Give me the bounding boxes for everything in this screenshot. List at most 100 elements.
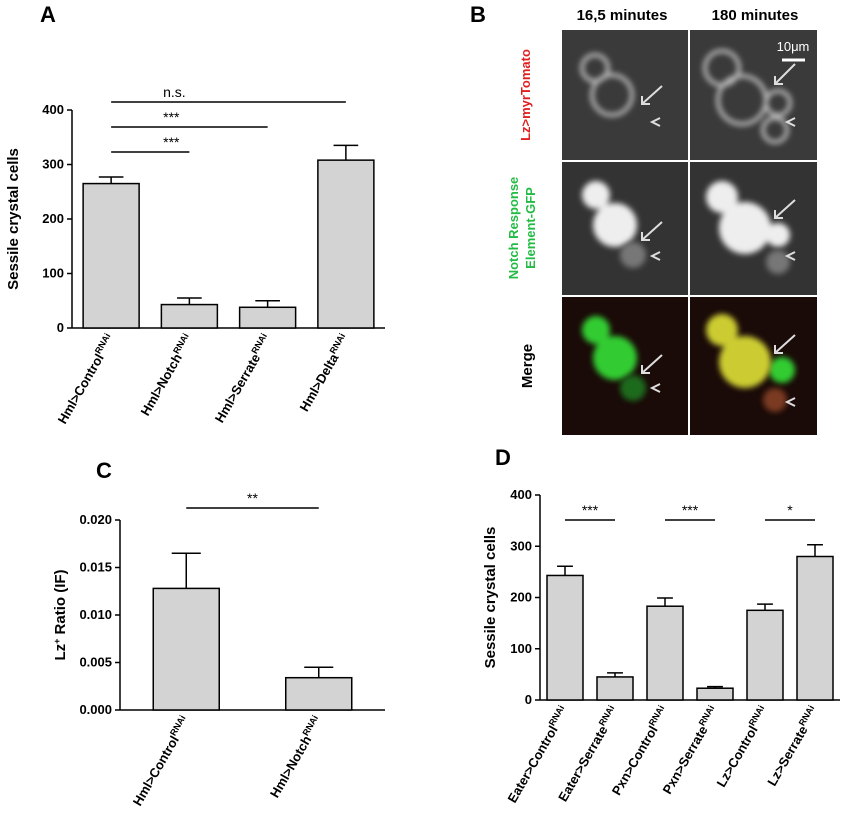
bar (646, 605, 684, 701)
error-bar (333, 144, 359, 161)
text-part: Pxn>Control (609, 723, 661, 798)
bar (546, 574, 584, 701)
panel-letter: D (495, 445, 511, 470)
y-tick-label: 200 (42, 211, 64, 226)
significance-label: *** (682, 502, 699, 518)
text-part: Sessile crystal cells (482, 527, 499, 669)
y-tick-label: 0.000 (79, 702, 112, 717)
superscript: RNAi (747, 704, 767, 728)
significance-label: * (787, 502, 793, 518)
error-bar (657, 597, 673, 607)
superscript: RNAi (328, 332, 348, 356)
superscript: + (52, 639, 62, 644)
text-part: Pxn>Serrate (659, 723, 710, 797)
error-bar (255, 300, 280, 308)
significance-label: n.s. (163, 84, 186, 100)
y-tick-label: 0 (525, 692, 532, 707)
x-tick-label: Lz>SerrateRNAi (763, 704, 821, 789)
y-tick-label: 200 (510, 590, 532, 605)
superscript: RNAi (171, 332, 191, 356)
bar (82, 182, 140, 329)
superscript: RNAi (697, 704, 717, 728)
error-bar (304, 666, 334, 678)
text-part: Hml>Notch (137, 351, 185, 418)
y-tick-label: 0.015 (79, 560, 112, 575)
text-part: Lz>Control (713, 723, 760, 790)
text-part: Lz (52, 644, 69, 661)
text-part: Sessile crystal cells (5, 148, 22, 290)
bar (285, 676, 353, 711)
error-bar (98, 176, 124, 184)
x-tick-label: Hml>NotchRNAi (266, 714, 325, 801)
superscript: RNAi (93, 332, 113, 356)
y-axis-label: Sessile crystal cells (5, 148, 22, 290)
bar (746, 609, 784, 701)
row-label: Lz>myrTomato (518, 49, 533, 141)
text-part: Hml>Control (55, 351, 107, 426)
text-part: Eater>Serrate (555, 723, 610, 804)
y-tick-label: 100 (510, 641, 532, 656)
panel-b: B 16,5 minutes 180 minutes 10μm Lz>myrTo… (470, 2, 817, 435)
bar (152, 587, 220, 711)
error-bar (557, 565, 573, 576)
text-part: Ratio (IF) (52, 569, 69, 638)
bar (596, 676, 634, 701)
scale-bar-label: 10μm (777, 39, 810, 54)
error-bar (807, 543, 823, 557)
y-tick-label: 0 (57, 320, 64, 335)
bar (160, 303, 219, 329)
text-part: Hml>Serrate (212, 351, 263, 425)
text-part: Lz>Serrate (764, 723, 810, 788)
error-bar (171, 552, 201, 589)
bar (238, 306, 297, 329)
column-header: 16,5 minutes (577, 7, 668, 24)
significance-label: *** (163, 134, 180, 150)
column-header: 180 minutes (712, 7, 799, 24)
superscript: RNAi (168, 714, 188, 738)
error-bar (177, 297, 202, 305)
text-part: Eater>Control (504, 723, 560, 805)
x-tick-label: Hml>DeltaRNAi (296, 332, 353, 414)
panel-letter: C (96, 458, 112, 483)
x-tick-label: Hml>NotchRNAi (137, 332, 196, 419)
row-label: Merge (519, 344, 536, 388)
bar (796, 555, 834, 701)
superscript: RNAi (249, 332, 269, 356)
significance-label: *** (582, 502, 599, 518)
superscript: RNAi (597, 704, 617, 728)
significance-label: ** (247, 490, 258, 506)
bar (317, 159, 375, 329)
error-bar (757, 603, 773, 611)
y-tick-label: 0.005 (79, 655, 112, 670)
y-axis-label: Sessile crystal cells (482, 527, 499, 669)
superscript: RNAi (300, 714, 320, 738)
y-tick-label: 400 (42, 102, 64, 117)
superscript: RNAi (547, 704, 567, 728)
panel-letter: A (40, 2, 56, 27)
text-part: Hml>Delta (297, 350, 342, 414)
y-axis-label: Lz+ Ratio (IF) (52, 569, 69, 660)
panel-letter: B (470, 2, 486, 27)
y-tick-label: 300 (42, 157, 64, 172)
y-tick-label: 0.010 (79, 607, 112, 622)
row-label: Element-GFP (523, 187, 538, 269)
y-tick-label: 100 (42, 266, 64, 281)
y-tick-label: 300 (510, 538, 532, 553)
y-tick-label: 0.020 (79, 512, 112, 527)
x-tick-label: Hml>SerrateRNAi (211, 332, 274, 426)
superscript: RNAi (647, 704, 667, 728)
x-tick-label: Pxn>SerrateRNAi (659, 704, 722, 797)
error-bar (707, 685, 723, 689)
text-part: Hml>Notch (267, 733, 315, 800)
significance-label: *** (163, 109, 180, 125)
bar (696, 687, 734, 701)
superscript: RNAi (797, 704, 817, 728)
text-part: Hml>Control (130, 733, 182, 808)
micrograph (562, 30, 817, 435)
x-tick-label: Hml>ControlRNAi (54, 332, 118, 427)
x-tick-label: Lz>ControlRNAi (713, 704, 772, 790)
x-tick-label: Hml>ControlRNAi (129, 714, 193, 809)
row-label: Notch Response (506, 177, 521, 280)
error-bar (607, 672, 623, 677)
